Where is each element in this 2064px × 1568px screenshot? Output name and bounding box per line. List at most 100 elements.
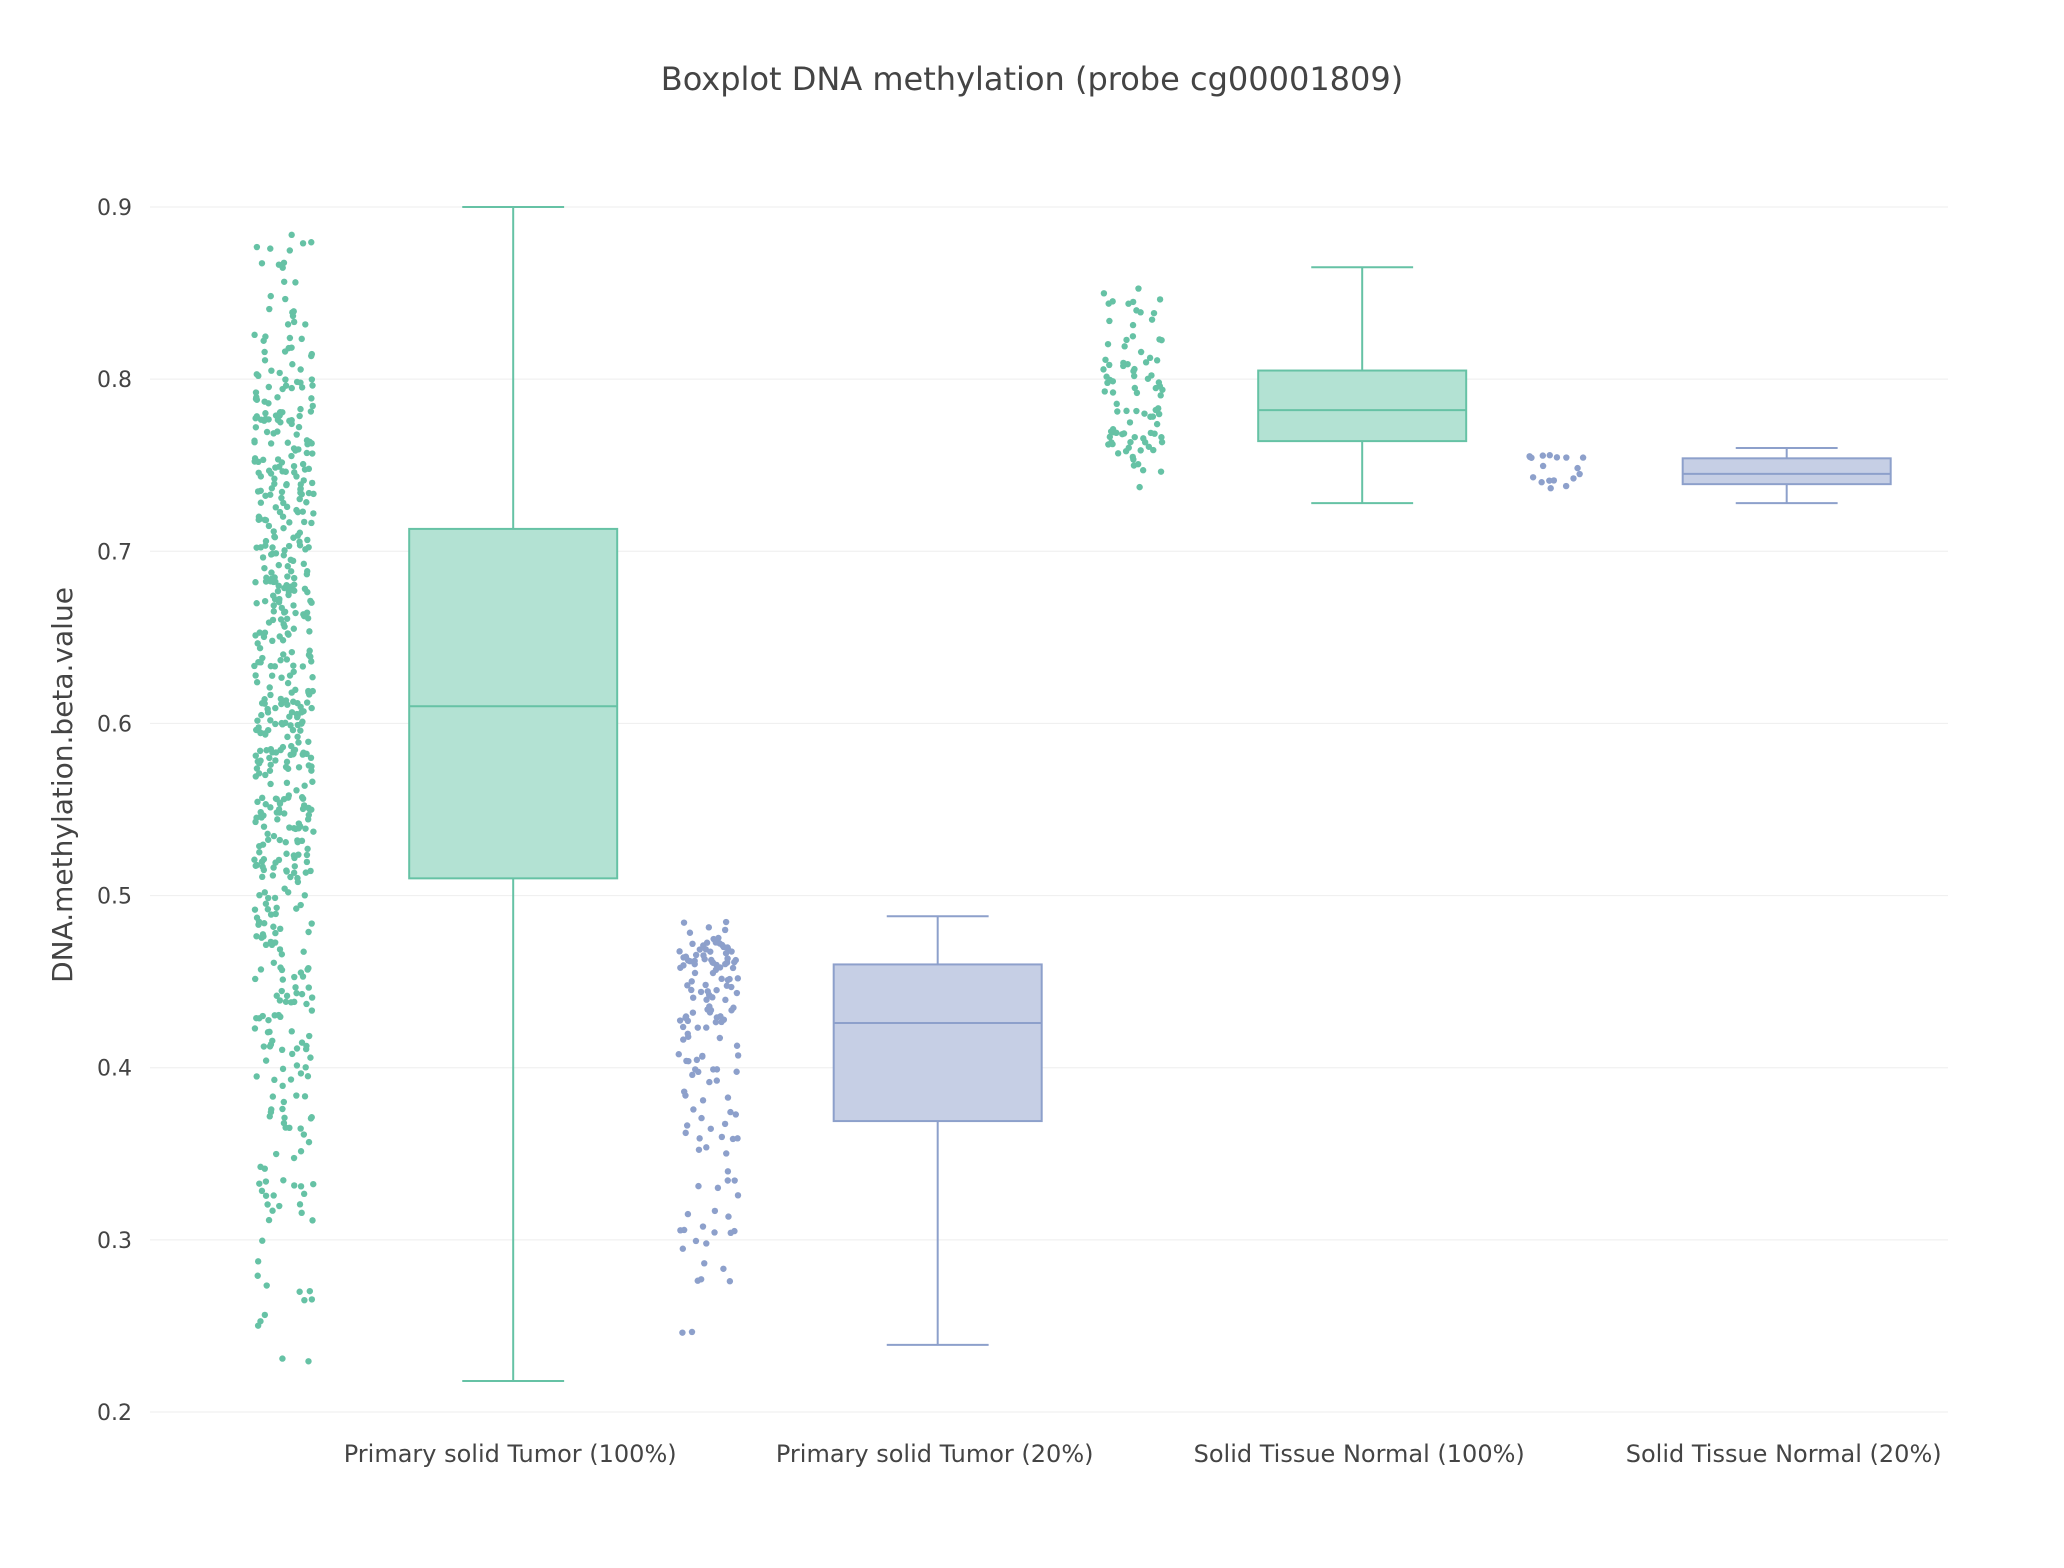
- data-point: [309, 402, 316, 410]
- data-point: [283, 656, 291, 663]
- data-point: [300, 948, 307, 955]
- data-point: [1570, 475, 1577, 482]
- data-point: [299, 973, 307, 980]
- data-point: [267, 691, 274, 699]
- data-point: [292, 984, 299, 991]
- data-point: [1101, 388, 1108, 395]
- data-point: [286, 247, 294, 254]
- data-point: [262, 1192, 270, 1199]
- data-point: [1155, 379, 1163, 386]
- data-point: [308, 1296, 316, 1303]
- data-point: [305, 1358, 312, 1365]
- data-point: [301, 750, 308, 757]
- data-point: [734, 975, 742, 982]
- data-point: [251, 1025, 259, 1032]
- data-point: [300, 708, 307, 715]
- data-point: [1529, 474, 1537, 481]
- data-point: [734, 1192, 742, 1199]
- data-point: [294, 878, 302, 886]
- data-point: [280, 259, 288, 266]
- data-point: [1130, 456, 1137, 463]
- data-point: [255, 372, 262, 380]
- data-point: [295, 851, 302, 858]
- data-point: [289, 312, 297, 320]
- data-point: [1158, 438, 1166, 446]
- data-point: [1148, 316, 1156, 323]
- data-point: [280, 651, 287, 658]
- data-point: [1576, 470, 1583, 478]
- data-point: [254, 1272, 261, 1279]
- data-point: [310, 1180, 317, 1188]
- data-point: [253, 243, 261, 251]
- data-point: [290, 602, 297, 609]
- data-point: [1133, 407, 1140, 415]
- data-point: [275, 598, 283, 606]
- data-point: [272, 504, 279, 511]
- data-point: [278, 674, 285, 681]
- data-point: [276, 836, 283, 844]
- data-point: [278, 966, 286, 974]
- data-point: [286, 519, 293, 526]
- data-point: [256, 849, 263, 856]
- data-point: [725, 1213, 732, 1220]
- data-point: [1158, 336, 1165, 344]
- data-point: [280, 499, 287, 507]
- data-point: [1102, 356, 1109, 363]
- data-point: [261, 564, 268, 572]
- y-axis-label: DNA.methylation.beta.value: [46, 587, 79, 983]
- y-tick-label: 0.9: [97, 196, 132, 221]
- box-iqr: [832, 963, 1043, 1123]
- box-group: [408, 206, 619, 1383]
- data-point: [1106, 317, 1113, 325]
- data-point: [1550, 477, 1558, 484]
- data-point: [688, 1328, 696, 1336]
- data-point: [263, 574, 270, 581]
- data-point: [259, 873, 266, 881]
- data-point: [273, 904, 280, 911]
- y-tick-label: 0.4: [97, 1057, 132, 1082]
- data-point: [1107, 428, 1115, 435]
- data-point: [261, 398, 268, 405]
- data-point: [305, 465, 313, 473]
- data-point: [266, 305, 273, 313]
- data-point: [294, 733, 301, 740]
- data-point: [683, 1057, 690, 1065]
- data-point: [699, 1097, 707, 1104]
- data-point: [287, 556, 294, 564]
- data-point: [262, 1178, 270, 1185]
- data-point: [267, 804, 274, 811]
- data-point: [261, 629, 269, 636]
- data-point: [305, 738, 312, 745]
- data-point: [682, 1129, 689, 1137]
- data-point: [277, 925, 284, 933]
- data-point: [276, 799, 284, 806]
- data-point: [1109, 389, 1117, 396]
- data-point: [262, 333, 269, 340]
- y-tick-label: 0.6: [97, 712, 132, 737]
- data-point: [265, 467, 273, 474]
- data-point: [1140, 435, 1147, 442]
- data-point: [1100, 290, 1108, 297]
- data-point: [260, 823, 268, 830]
- data-point: [723, 1150, 730, 1157]
- data-point: [695, 1068, 702, 1076]
- data-point: [309, 687, 316, 695]
- data-point: [688, 978, 695, 985]
- data-point: [282, 839, 289, 846]
- data-point: [706, 1078, 713, 1086]
- data-point: [1150, 309, 1158, 317]
- data-point: [283, 758, 291, 766]
- data-point: [259, 456, 267, 464]
- data-point: [700, 952, 707, 959]
- data-point: [694, 1024, 701, 1031]
- data-point: [281, 547, 288, 554]
- data-point: [298, 1039, 306, 1046]
- data-point: [290, 574, 298, 582]
- data-point: [293, 506, 300, 514]
- data-point: [1126, 419, 1134, 426]
- data-point: [276, 1202, 283, 1210]
- data-point: [1127, 438, 1134, 446]
- data-point: [275, 582, 282, 589]
- data-point: [257, 757, 264, 764]
- data-point: [1119, 430, 1126, 438]
